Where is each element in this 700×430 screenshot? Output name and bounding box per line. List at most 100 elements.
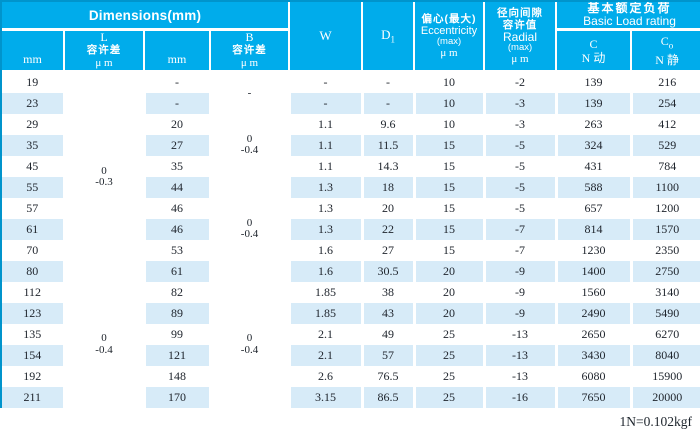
cell-l-mm: 135 — [2, 323, 66, 345]
cell-l-mm: 19 — [2, 71, 66, 93]
cell-co-static: 8040 — [629, 344, 700, 366]
spec-table-body: 19 0 -0.3- - - -10 -2 139 216 23- - -10 -3 139 254 29 20… — [2, 71, 700, 408]
cell-co-static: 20000 — [629, 386, 700, 408]
header-co-letter: Co — [660, 34, 674, 51]
cell-l-mm: 57 — [2, 197, 66, 219]
cell-b-tolerance: 0 -0.4 — [208, 113, 291, 177]
cell-w: 1.1 — [287, 134, 364, 156]
cell-c-dynamic: 3430 — [554, 344, 633, 366]
cell-l-mm: 55 — [2, 176, 66, 198]
cell-eccentricity: 25 — [412, 365, 486, 387]
cell-w: 3.15 — [287, 386, 364, 408]
cell-eccentricity: 25 — [412, 323, 486, 345]
table-row: 19 0 -0.3- - - -10 -2 139 216 — [2, 71, 700, 282]
table-row: 211 170 3.15 86.5 25 -16 7650 20000 — [2, 386, 700, 408]
cell-d1: 43 — [360, 302, 416, 324]
header-l-letter: L — [100, 30, 108, 44]
cell-radial: -9 — [482, 281, 558, 303]
header-co-unit: N 静 — [655, 52, 679, 67]
cell-l-mm: 45 — [2, 155, 66, 177]
header-radial-max: (max) — [507, 42, 533, 53]
cell-d1: 9.6 — [360, 113, 416, 135]
header-basic-load-en: Basic Load rating — [583, 14, 676, 28]
cell-eccentricity: 10 — [412, 71, 486, 93]
cell-b-mm: - — [142, 71, 212, 93]
cell-w: 1.1 — [287, 113, 364, 135]
header-row-top: Dimensions(mm) W D1 偏心(最大) Eccentricity … — [2, 2, 700, 73]
cell-co-static: 15900 — [629, 365, 700, 387]
cell-c-dynamic: 139 — [554, 71, 633, 93]
cell-b-mm: 35 — [142, 155, 212, 177]
header-b-tolerance-unit: μ m — [240, 57, 259, 69]
header-d1-base: D — [381, 27, 391, 43]
cell-b-mm: 46 — [142, 218, 212, 240]
cell-l-mm: 80 — [2, 260, 66, 282]
header-b-letter: B — [245, 30, 254, 44]
cell-c-dynamic: 1230 — [554, 239, 633, 261]
cell-d1: 27 — [360, 239, 416, 261]
cell-radial: -3 — [482, 92, 558, 114]
cell-co-static: 6270 — [629, 323, 700, 345]
cell-w: 1.3 — [287, 197, 364, 219]
cell-b-mm: 46 — [142, 197, 212, 219]
cell-eccentricity: 10 — [412, 113, 486, 135]
header-eccentricity: 偏心(最大) Eccentricity (max) μ m — [413, 2, 486, 73]
cell-d1: - — [360, 71, 416, 93]
cell-d1: 20 — [360, 197, 416, 219]
cell-l-mm: 35 — [2, 134, 66, 156]
cell-d1: 22 — [360, 218, 416, 240]
cell-b-tolerance-line: - — [247, 86, 252, 99]
cell-eccentricity: 15 — [412, 176, 486, 198]
cell-b-tolerance-line: -0.4 — [240, 228, 259, 240]
cell-b-tolerance-line: -0.4 — [240, 144, 259, 156]
cell-eccentricity: 25 — [412, 344, 486, 366]
cell-eccentricity: 15 — [412, 197, 486, 219]
spec-table: Dimensions(mm) W D1 偏心(最大) Eccentricity … — [2, 2, 700, 408]
table-row: 35 27 1.1 11.5 15 -5 324 529 — [2, 134, 700, 156]
cell-eccentricity: 20 — [412, 260, 486, 282]
cell-b-mm: 27 — [142, 134, 212, 156]
cell-d1: 76.5 — [360, 365, 416, 387]
cell-b-tolerance: - — [208, 71, 291, 114]
header-b-mm: mm — [143, 28, 211, 73]
cell-w: 2.1 — [287, 344, 364, 366]
cell-radial: -7 — [482, 239, 558, 261]
cell-b-tolerance-line: 0 — [246, 132, 253, 145]
header-l-tolerance: L 容许差 μ m — [63, 28, 145, 73]
cell-l-mm: 211 — [2, 386, 66, 408]
cell-co-static: 1570 — [629, 218, 700, 240]
cell-eccentricity: 15 — [412, 134, 486, 156]
cell-w: - — [287, 71, 364, 93]
header-eccentricity-en: Eccentricity — [420, 25, 478, 37]
spec-table-header: Dimensions(mm) W D1 偏心(最大) Eccentricity … — [2, 2, 700, 73]
cell-b-tolerance-line: 0 — [246, 216, 253, 229]
header-d1: D1 — [361, 2, 416, 73]
table-row: 135 99 2.1 49 25 -13 2650 6270 — [2, 323, 700, 345]
cell-radial: -7 — [482, 218, 558, 240]
header-radial-en: Radial — [503, 30, 538, 44]
cell-co-static: 784 — [629, 155, 700, 177]
cell-l-mm: 70 — [2, 239, 66, 261]
header-l-tolerance-unit: μ m — [95, 57, 113, 69]
cell-w: 2.1 — [287, 323, 364, 345]
cell-co-static: 1200 — [629, 197, 700, 219]
cell-c-dynamic: 588 — [554, 176, 633, 198]
cell-co-static: 1100 — [629, 176, 700, 198]
cell-co-static: 3140 — [629, 281, 700, 303]
cell-l-tolerance-line: -0.4 — [95, 343, 113, 356]
cell-d1: 18 — [360, 176, 416, 198]
header-eccentricity-unit: μ m — [440, 47, 458, 59]
header-basic-load: 基本额定负荷 Basic Load rating — [555, 2, 700, 31]
cell-w: 1.85 — [287, 281, 364, 303]
unit-note: 1N=0.102kgf — [619, 413, 692, 429]
cell-b-tolerance: 0 -0.4 — [208, 176, 291, 282]
cell-c-dynamic: 6080 — [554, 365, 633, 387]
cell-c-dynamic: 1400 — [554, 260, 633, 282]
cell-l-mm: 192 — [2, 365, 66, 387]
table-row: 112 0 -0.4 82 0 -0.4 1.85 38 20 -9 1560 3140 — [2, 281, 700, 408]
cell-w: - — [287, 92, 364, 114]
cell-radial: -2 — [482, 71, 558, 93]
cell-d1: 30.5 — [360, 260, 416, 282]
cell-b-tolerance: 0 -0.4 — [208, 281, 291, 408]
cell-b-mm: 170 — [142, 386, 212, 408]
